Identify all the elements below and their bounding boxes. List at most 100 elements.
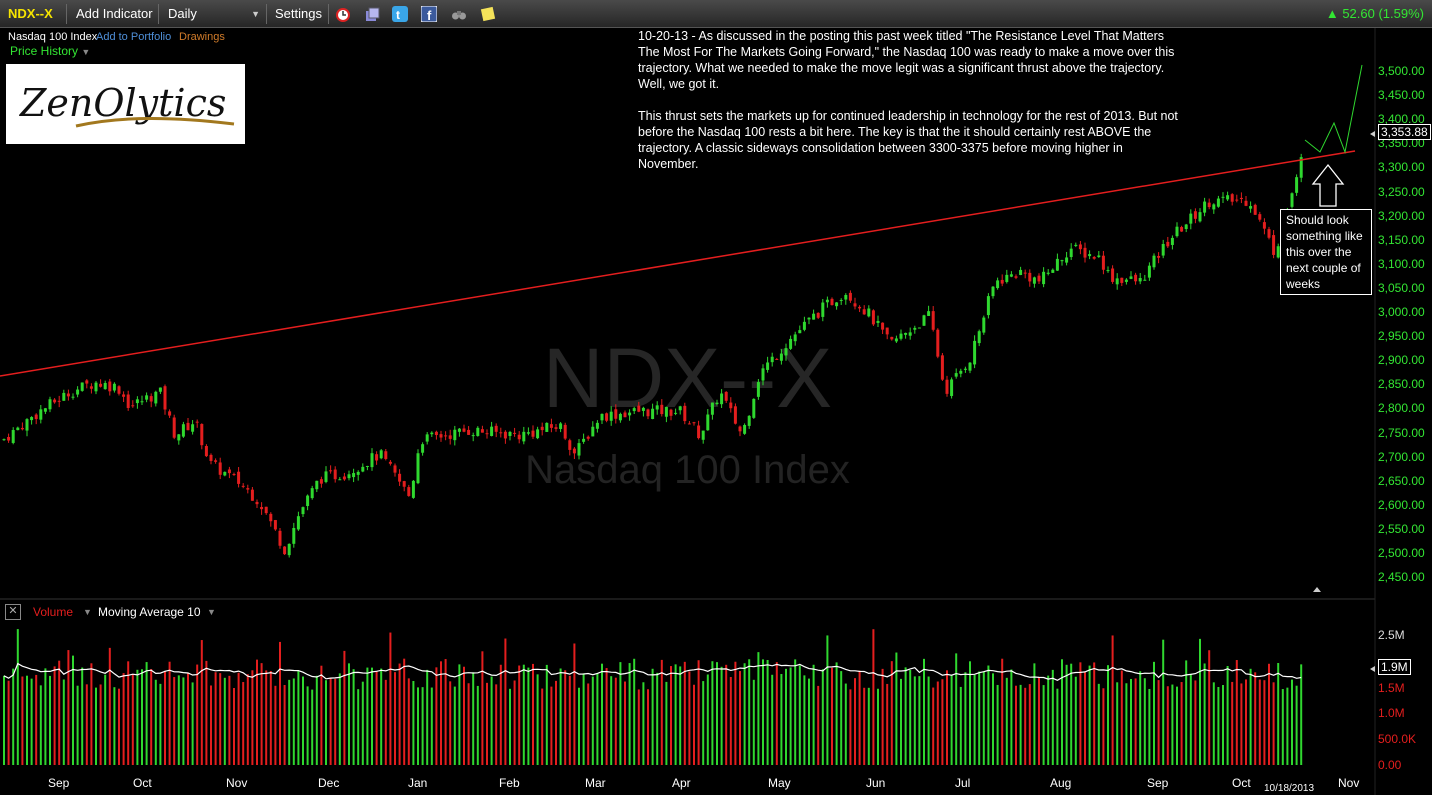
candle-body	[30, 417, 34, 421]
volume-bar	[95, 687, 97, 765]
volume-bar	[1199, 638, 1201, 765]
candle-body	[1019, 269, 1023, 275]
volume-bar	[591, 676, 594, 765]
volume-bar	[357, 689, 360, 765]
candle-body	[39, 409, 43, 420]
price-axis-label: 2,900.00	[1378, 353, 1425, 368]
volume-bar	[614, 677, 617, 765]
candle-body	[1046, 272, 1050, 274]
chevron-down-icon[interactable]: ▼	[83, 607, 92, 617]
candle-body	[329, 470, 333, 472]
candle-body	[623, 412, 627, 418]
moving-average-label: Moving Average 10	[98, 605, 201, 619]
volume-bar	[21, 676, 24, 765]
volume-bar	[196, 664, 199, 765]
candle-body	[365, 465, 369, 467]
volume-bar	[1120, 670, 1123, 765]
binoculars-icon[interactable]	[451, 6, 467, 22]
candle-body	[494, 425, 498, 432]
volume-bar	[734, 661, 737, 765]
note-icon[interactable]	[480, 6, 496, 22]
volume-bar	[918, 676, 921, 765]
candle-body	[393, 465, 397, 473]
candle-body	[260, 507, 264, 510]
candle-body	[181, 424, 185, 437]
volume-bar	[716, 662, 718, 765]
volume-bar	[1176, 686, 1178, 765]
stack-icon[interactable]	[364, 6, 380, 22]
volume-bar	[771, 674, 774, 765]
volume-bar	[467, 683, 470, 765]
candle-body	[1111, 268, 1115, 282]
chart-toolbar: NDX--X Add Indicator Daily ▼ Settings t …	[0, 0, 1432, 28]
candle-body	[453, 429, 457, 441]
candle-body	[729, 402, 733, 409]
volume-bar	[35, 674, 38, 765]
volume-bar	[283, 685, 286, 765]
volume-bar	[1217, 687, 1220, 765]
candle-body	[899, 333, 903, 339]
volume-bar	[941, 679, 944, 765]
period-select[interactable]: Daily ▼	[168, 0, 260, 28]
volume-bar	[665, 681, 668, 765]
candle-body	[416, 453, 420, 484]
candle-body	[522, 431, 526, 442]
volume-bar	[200, 640, 203, 765]
candle-body	[1262, 222, 1266, 229]
time-axis-label: Jan	[408, 776, 428, 790]
twitter-icon[interactable]: t	[392, 6, 408, 22]
close-icon[interactable]: ✕	[5, 604, 21, 620]
volume-bar	[164, 670, 166, 765]
volume-bar	[182, 677, 185, 765]
candle-body	[1161, 244, 1165, 256]
volume-bar	[1249, 668, 1252, 765]
volume-bar	[660, 659, 663, 765]
alarm-clock-icon[interactable]	[335, 6, 351, 22]
volume-bars-group	[3, 629, 1303, 765]
candle-body	[370, 453, 374, 468]
candle-body	[1193, 211, 1197, 219]
candle-body	[255, 501, 259, 505]
drawings-link[interactable]: Drawings	[179, 31, 225, 43]
volume-bar	[867, 687, 870, 765]
volume-bar	[136, 669, 139, 765]
toolbar-separator	[158, 4, 159, 24]
candle-body	[761, 368, 765, 381]
volume-bar	[16, 629, 19, 765]
volume-bar	[265, 670, 268, 765]
volume-bar	[1189, 673, 1192, 765]
volume-bar	[269, 671, 272, 765]
candle-body	[936, 329, 940, 357]
facebook-icon[interactable]: f	[421, 6, 437, 22]
candle-body	[16, 427, 20, 431]
volume-bar	[936, 681, 939, 765]
volume-bar	[274, 685, 277, 765]
candle-body	[950, 379, 954, 396]
symbol-input[interactable]: NDX--X	[8, 6, 53, 21]
candle-body	[835, 302, 839, 307]
candle-body	[743, 424, 747, 434]
volume-bar	[886, 683, 889, 765]
candle-body	[172, 417, 176, 438]
price-history-menu[interactable]: Price History ▼	[10, 44, 90, 58]
volume-bar	[306, 686, 309, 765]
candle-body	[112, 383, 116, 391]
volume-bar	[246, 674, 249, 765]
candle-body	[467, 429, 471, 435]
volume-bar	[757, 652, 760, 765]
volume-bar	[670, 666, 672, 765]
candle-body	[1097, 255, 1101, 258]
chevron-down-icon[interactable]: ▼	[207, 607, 216, 617]
price-axis-label: 2,450.00	[1378, 570, 1425, 585]
candle-body	[145, 395, 149, 400]
candle-body	[1138, 278, 1142, 282]
volume-moving-average	[3, 662, 1302, 681]
volume-bar	[1134, 678, 1137, 765]
candle-body	[1235, 199, 1239, 201]
add-indicator-button[interactable]: Add Indicator	[76, 6, 153, 21]
add-to-portfolio-link[interactable]: Add to Portfolio	[96, 31, 172, 43]
candle-body	[844, 294, 848, 300]
candle-body	[62, 392, 66, 401]
candle-body	[1143, 279, 1147, 281]
settings-button[interactable]: Settings	[275, 6, 322, 21]
